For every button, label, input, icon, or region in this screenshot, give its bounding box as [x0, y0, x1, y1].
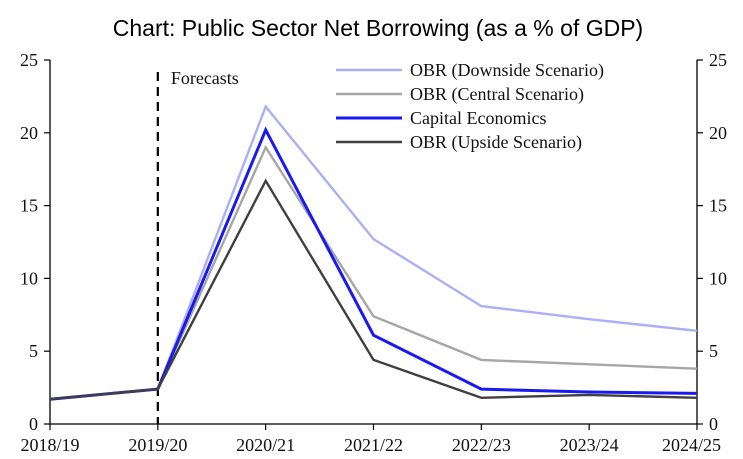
- x-tick-label: 2018/19: [20, 435, 79, 455]
- x-tick-label: 2019/20: [128, 435, 187, 455]
- legend: OBR (Downside Scenario) OBR (Central Scen…: [336, 60, 604, 153]
- y-tick-label-left: 10: [20, 268, 38, 288]
- x-tick-label: 2021/22: [344, 435, 403, 455]
- series-line: [49, 178, 698, 401]
- y-tick-label-right: 20: [709, 123, 727, 143]
- series-line: [49, 144, 698, 401]
- y-tick-label-right: 25: [709, 50, 727, 70]
- x-tick-label: 2023/24: [560, 435, 619, 455]
- y-tick-label-left: 20: [20, 123, 38, 143]
- y-tick-label-left: 25: [20, 50, 38, 70]
- legend-label: Capital Economics: [410, 108, 546, 128]
- y-tick-label-left: 0: [29, 414, 38, 434]
- y-tick-label-right: 10: [709, 268, 727, 288]
- x-tick-label: 2024/25: [662, 435, 721, 455]
- legend-label: OBR (Central Scenario): [410, 84, 584, 105]
- y-tick-label-left: 15: [20, 196, 38, 216]
- forecast-label: Forecasts: [171, 68, 239, 88]
- y-tick-label-right: 0: [709, 414, 718, 434]
- series-lines: [49, 104, 698, 401]
- series-line: [49, 104, 698, 401]
- legend-label: OBR (Upside Scenario): [410, 132, 582, 153]
- y-tick-label-left: 5: [29, 341, 38, 361]
- forecast-marker: Forecasts: [156, 68, 239, 424]
- x-tick-label: 2020/21: [236, 435, 295, 455]
- axes: 0 0 5 5 10 10 15 15 20 20 25 25 2018/19 2019/20 2020/2…: [20, 50, 727, 455]
- legend-label: OBR (Downside Scenario): [410, 60, 604, 81]
- y-tick-label-right: 15: [709, 196, 727, 216]
- x-tick-label: 2022/23: [452, 435, 511, 455]
- chart-title: Chart: Public Sector Net Borrowing (as a…: [113, 15, 643, 41]
- y-tick-label-right: 5: [709, 341, 718, 361]
